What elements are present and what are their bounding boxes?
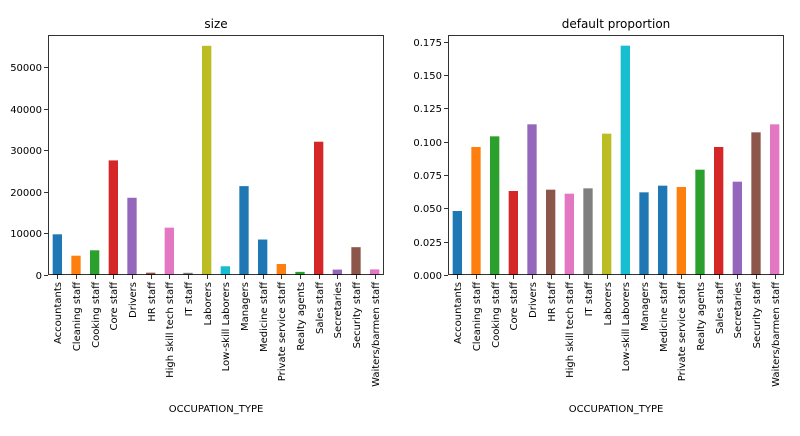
x-tick-label: IT staff xyxy=(184,281,195,316)
bar-cooking-staff xyxy=(90,250,100,275)
bar-high-skill-tech-staff xyxy=(564,193,574,275)
axes-frame xyxy=(48,35,384,275)
axes-frame xyxy=(448,35,784,275)
x-tick-label: Managers xyxy=(640,282,651,331)
x-tick-label: Laborers xyxy=(603,282,614,326)
bar-medicine-staff xyxy=(258,239,268,275)
bar-laborers xyxy=(202,45,212,275)
bar-sales-staff xyxy=(314,141,324,275)
bar-low-skill-laborers xyxy=(220,266,230,275)
x-tick-label: IT staff xyxy=(584,281,595,316)
default-proportion-chart-title: default proportion xyxy=(562,17,671,31)
bar-secretaries xyxy=(332,269,342,275)
bar-laborers xyxy=(602,133,612,275)
y-tick-label: 0.025 xyxy=(413,238,442,249)
x-tick-label: Secretaries xyxy=(333,282,344,338)
size-chart-title: size xyxy=(204,17,227,31)
x-tick-label: Security staff xyxy=(752,281,763,349)
x-tick-label: Medicine staff xyxy=(659,281,670,352)
x-tick-label: Secretaries xyxy=(733,282,744,338)
x-tick-label: Accountants xyxy=(453,282,464,344)
x-tick-label: Security staff xyxy=(352,281,363,349)
default-proportion-chart: default proportion 0.000 0.025 0.050 0.075 0.… xyxy=(413,17,784,415)
bar-cooking-staff xyxy=(490,136,500,275)
y-tick-label: 0.125 xyxy=(413,104,442,115)
x-tick-label: Realty agents xyxy=(696,282,707,351)
bar-waiters-barmen-staff xyxy=(370,269,380,275)
y-tick-label: 0.075 xyxy=(413,171,442,182)
bar-cleaning-staff xyxy=(71,255,81,275)
bar-drivers xyxy=(127,197,137,275)
y-tick-label: 40000 xyxy=(10,105,42,116)
bar-managers xyxy=(639,192,649,275)
x-tick-label: Medicine staff xyxy=(259,281,270,352)
x-tick-label: HR staff xyxy=(547,281,558,322)
x-tick-label: Core staff xyxy=(109,281,120,331)
y-tick-label: 0.050 xyxy=(413,204,442,215)
bar-accountants xyxy=(52,234,62,275)
bar-waiters-barmen-staff xyxy=(770,124,780,275)
bar-drivers xyxy=(527,124,537,275)
x-tick-label: High skill tech staff xyxy=(565,281,576,378)
y-tick-label: 20000 xyxy=(10,188,42,199)
x-tick-label: Managers xyxy=(240,282,251,331)
bar-realty-agents xyxy=(695,169,705,275)
bar-cleaning-staff xyxy=(471,147,481,275)
x-tick-label: Drivers xyxy=(128,282,139,318)
bar-sales-staff xyxy=(714,147,724,275)
x-tick-label: Laborers xyxy=(203,282,214,326)
x-tick-label: Cleaning staff xyxy=(72,281,83,351)
x-tick-label: Core staff xyxy=(509,281,520,331)
x-tick-label: Low-skill Laborers xyxy=(221,282,232,371)
x-tick-label: Drivers xyxy=(528,282,539,318)
x-tick-label: Waiters/barmen staff xyxy=(371,281,382,387)
x-tick-label: HR staff xyxy=(147,281,158,322)
y-tick-label: 30000 xyxy=(10,146,42,157)
x-tick-label: Realty agents xyxy=(296,282,307,351)
x-tick-label: Accountants xyxy=(53,282,64,344)
y-tick-label: 10000 xyxy=(10,229,42,240)
x-tick-label: Sales staff xyxy=(715,281,726,334)
bar-managers xyxy=(239,186,249,275)
y-tick-label: 0.175 xyxy=(413,38,442,49)
x-tick-label: Cooking staff xyxy=(491,281,502,348)
bar-accountants xyxy=(452,211,462,275)
x-tick-label: Sales staff xyxy=(315,281,326,334)
x-tick-label: Cleaning staff xyxy=(472,281,483,351)
bar-security-staff xyxy=(751,132,761,275)
y-tick-label: 0.150 xyxy=(413,71,442,82)
bar-it-staff xyxy=(583,188,593,275)
x-axis-label: OCCUPATION_TYPE xyxy=(569,404,664,415)
bar-core-staff xyxy=(508,191,518,275)
bar-hr-staff xyxy=(146,272,156,275)
bar-secretaries xyxy=(732,181,742,275)
y-tick-label: 0.000 xyxy=(413,271,442,282)
x-tick-label: Low-skill Laborers xyxy=(621,282,632,371)
x-tick-label: High skill tech staff xyxy=(165,281,176,378)
bar-private-service-staff xyxy=(276,264,286,275)
x-tick-label: Private service staff xyxy=(677,281,688,381)
bar-high-skill-tech-staff xyxy=(164,227,174,275)
bar-hr-staff xyxy=(546,189,556,275)
bar-realty-agents xyxy=(295,271,305,275)
bar-private-service-staff xyxy=(676,187,686,275)
bar-it-staff xyxy=(183,272,193,275)
y-tick-label: 0 xyxy=(36,271,42,282)
x-axis-label: OCCUPATION_TYPE xyxy=(169,404,264,415)
x-tick-label: Cooking staff xyxy=(91,281,102,348)
x-tick-label: Waiters/barmen staff xyxy=(771,281,782,387)
size-chart: size 0 10000 20000 30000 40000 50000 Accountant… xyxy=(10,17,384,415)
y-tick-label: 50000 xyxy=(10,63,42,74)
x-tick-label: Private service staff xyxy=(277,281,288,381)
bar-security-staff xyxy=(351,247,361,275)
bar-low-skill-laborers xyxy=(620,45,630,275)
y-tick-label: 0.100 xyxy=(413,138,442,149)
bar-medicine-staff xyxy=(658,185,668,275)
bar-core-staff xyxy=(108,160,118,275)
